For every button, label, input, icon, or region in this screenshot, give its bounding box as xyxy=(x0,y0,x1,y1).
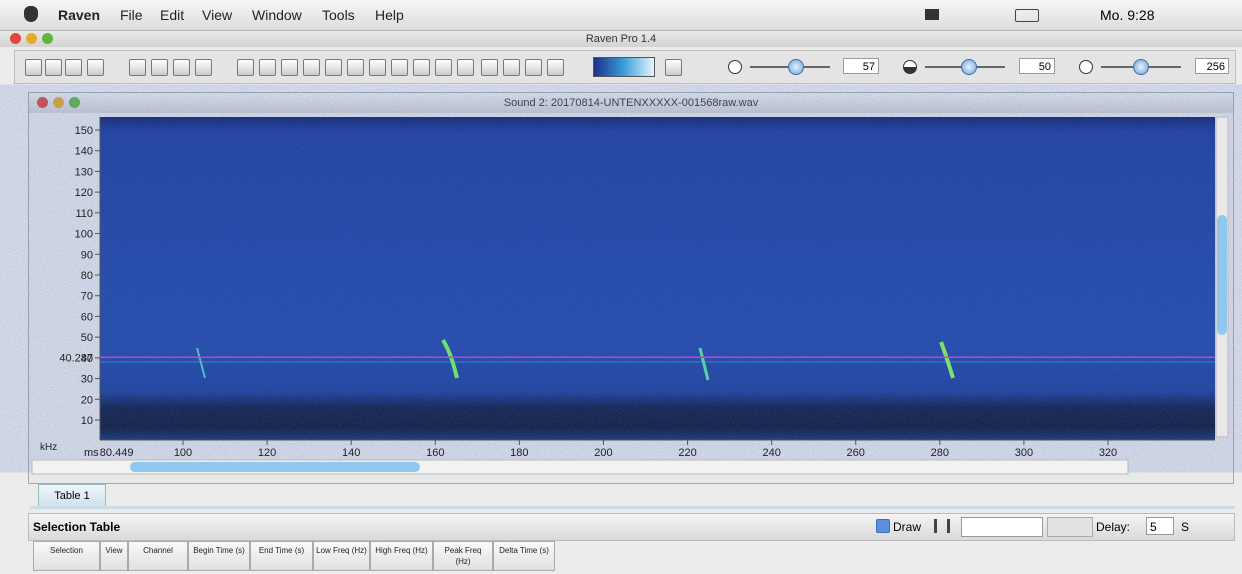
x-tick-label: 260 xyxy=(847,447,865,459)
spectrogram-noise xyxy=(100,117,1215,440)
delay-field[interactable]: 5 xyxy=(1146,517,1174,535)
column-header[interactable]: Delta Time (s) xyxy=(493,541,555,571)
draw-icon[interactable] xyxy=(934,519,950,533)
x-tick-label: 120 xyxy=(258,447,276,459)
column-header[interactable]: View xyxy=(100,541,128,571)
y-tick-label: 50 xyxy=(81,332,93,344)
stepper[interactable] xyxy=(1047,517,1093,537)
text-field[interactable] xyxy=(961,517,1043,537)
table-tab[interactable]: Table 1 xyxy=(38,484,106,508)
x-unit: ms xyxy=(84,447,99,459)
column-header[interactable]: Selection xyxy=(33,541,100,571)
x-tick-label: 180 xyxy=(510,447,528,459)
y-tick-label: 120 xyxy=(75,187,93,199)
delay-unit: S xyxy=(1181,520,1189,534)
y-unit: kHz xyxy=(40,442,57,453)
x-tick-label: 300 xyxy=(1015,447,1033,459)
x-tick-label: 140 xyxy=(342,447,360,459)
horizontal-scroll-thumb[interactable] xyxy=(130,462,420,472)
y-tick-label: 150 xyxy=(75,125,93,137)
selection-table-bar: Selection Table Draw Delay: 5 S xyxy=(28,513,1235,541)
y-tick-label: 130 xyxy=(75,166,93,178)
draw-checkbox[interactable] xyxy=(876,519,890,533)
x-tick-label: 100 xyxy=(174,447,192,459)
x-tick-label: 240 xyxy=(762,447,780,459)
x-tick-label: 280 xyxy=(931,447,949,459)
screen: Mo. 9:28 RavenFileEditViewWindowToolsHel… xyxy=(0,0,1242,574)
y-tick-label: 70 xyxy=(81,291,93,303)
spectrogram-view: 10203040506070809010011012013014015040.2… xyxy=(0,0,1242,480)
y-tick-label: 140 xyxy=(75,146,93,158)
y-tick-label: 100 xyxy=(75,229,93,241)
draw-label: Draw xyxy=(893,520,921,534)
column-header[interactable]: Channel xyxy=(128,541,188,571)
tab-strip xyxy=(30,506,1235,509)
column-header[interactable]: Peak Freq (Hz) xyxy=(433,541,493,571)
x-tick-label: 320 xyxy=(1099,447,1117,459)
y-tick-label: 80 xyxy=(81,270,93,282)
column-header[interactable]: High Freq (Hz) xyxy=(370,541,433,571)
column-header[interactable]: Begin Time (s) xyxy=(188,541,250,571)
x-tick-label: 160 xyxy=(426,447,444,459)
vertical-scroll-thumb[interactable] xyxy=(1217,215,1227,335)
y-tick-label: 30 xyxy=(81,374,93,386)
x-tick-label: 220 xyxy=(678,447,696,459)
column-header[interactable]: End Time (s) xyxy=(250,541,313,571)
frequency-cursor-label: 40.287 xyxy=(59,352,93,364)
x-tick-label: 200 xyxy=(594,447,612,459)
y-tick-label: 90 xyxy=(81,249,93,261)
y-tick-label: 20 xyxy=(81,394,93,406)
column-header[interactable]: Low Freq (Hz) xyxy=(313,541,370,571)
y-tick-label: 110 xyxy=(75,208,93,220)
y-tick-label: 60 xyxy=(81,311,93,323)
selection-table-title: Selection Table xyxy=(33,520,120,534)
y-tick-label: 10 xyxy=(81,415,93,427)
x-start-label: 80.449 xyxy=(100,447,134,459)
delay-label: Delay: xyxy=(1096,520,1130,534)
